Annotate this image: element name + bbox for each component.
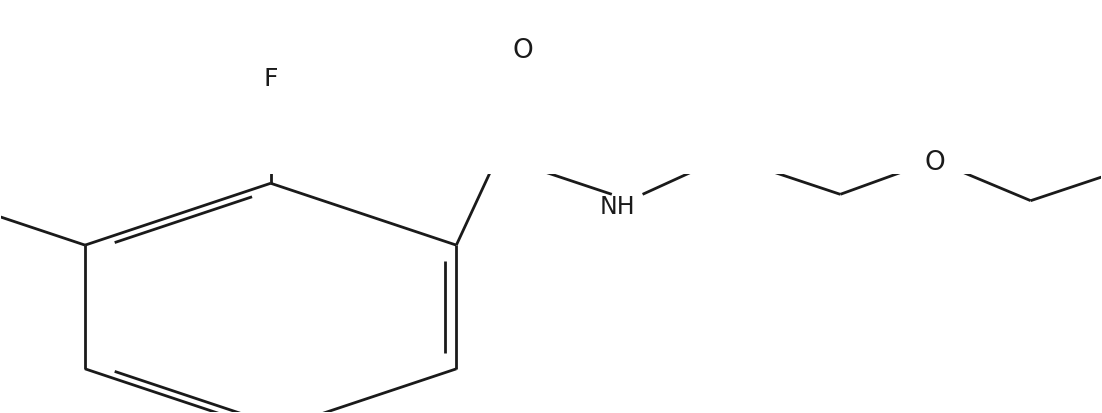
Text: NH: NH (599, 195, 635, 219)
Text: O: O (512, 38, 532, 64)
Text: O: O (925, 150, 946, 176)
Text: F: F (263, 67, 278, 91)
